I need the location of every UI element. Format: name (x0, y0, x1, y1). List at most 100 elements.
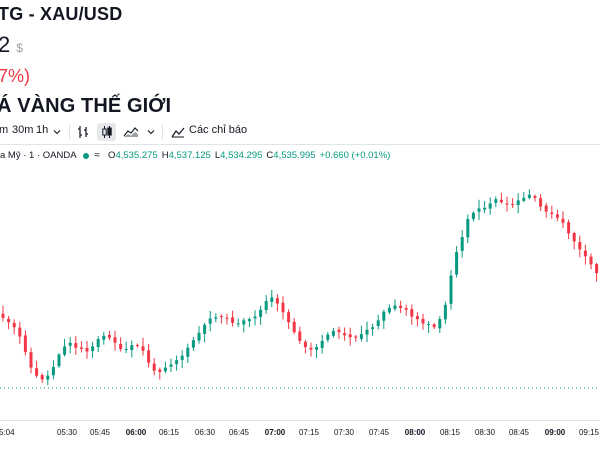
candle (197, 326, 201, 344)
candle (147, 344, 151, 368)
candle (415, 312, 419, 327)
candle (91, 341, 95, 358)
candle (23, 330, 27, 356)
candle (102, 331, 106, 345)
x-axis-tick: 5:04 (0, 428, 15, 437)
candle (359, 325, 363, 342)
candle (287, 309, 291, 329)
candle (376, 314, 380, 330)
x-axis-tick: 05:30 (56, 428, 78, 437)
candle (236, 318, 240, 328)
interval-button-30m[interactable]: 30m (12, 124, 34, 136)
toolbar-divider (69, 124, 70, 140)
candle (298, 326, 302, 345)
candle (343, 327, 347, 341)
candle (555, 209, 559, 222)
x-axis-tick: 08:30 (474, 428, 496, 437)
interval-button-m[interactable]: m (0, 124, 9, 136)
high-key: H (161, 150, 169, 161)
candle (135, 343, 139, 348)
chevron-down-icon[interactable] (146, 123, 156, 141)
candle (382, 309, 386, 330)
candle (572, 231, 576, 250)
candle (544, 202, 548, 218)
candle (583, 244, 587, 265)
candle-style-icon[interactable] (97, 123, 116, 141)
candle (449, 269, 453, 310)
x-axis-tick: 09:15 (578, 428, 600, 437)
candle (169, 358, 173, 373)
candle (427, 320, 431, 334)
candle (432, 323, 436, 330)
candle (488, 197, 492, 215)
candle (29, 347, 33, 374)
page-heading: Á VÀNG THẾ GIỚI (0, 95, 172, 117)
chevron-down-icon[interactable] (52, 123, 62, 141)
candle (96, 336, 100, 352)
candle (124, 341, 128, 354)
bar-style-icon[interactable] (75, 123, 91, 141)
price-row: 2 $ (0, 32, 23, 58)
candle (371, 323, 375, 336)
candle (365, 321, 369, 343)
candle (253, 310, 257, 326)
candle (595, 262, 599, 282)
candle (589, 253, 593, 270)
candle (326, 331, 330, 343)
candle (275, 294, 279, 312)
open-value: 4,535.275 (115, 150, 158, 161)
area-style-icon[interactable] (122, 123, 140, 141)
candle (141, 337, 145, 356)
candle (455, 246, 459, 278)
candle (208, 310, 212, 332)
candle (561, 211, 565, 228)
candle (35, 360, 39, 378)
candle (152, 358, 156, 376)
x-axis-tick: 07:15 (298, 428, 320, 437)
candle (421, 313, 425, 330)
market-status-dot (82, 152, 89, 159)
low-value: 4,534.295 (220, 150, 263, 161)
candle (393, 299, 397, 312)
candle (466, 214, 470, 244)
candle (191, 336, 195, 351)
pair-title: TG - XAU/USD (0, 4, 123, 24)
candle (175, 355, 179, 371)
indicators-icon[interactable] (170, 123, 186, 141)
candle (539, 193, 543, 211)
x-axis-tick: 07:30 (333, 428, 355, 437)
candle (231, 310, 235, 327)
price-change-percent: 7%) (0, 66, 31, 86)
candle (527, 189, 531, 200)
candle (578, 235, 582, 258)
candle (550, 205, 554, 219)
candle (387, 304, 391, 315)
x-axis-tick: 08:15 (439, 428, 461, 437)
x-axis-tick: 07:45 (368, 428, 390, 437)
candlestick-chart[interactable] (0, 160, 600, 420)
candle (12, 319, 16, 335)
candle (499, 192, 503, 204)
candle (51, 360, 55, 380)
candle (1, 305, 5, 322)
price-value: 2 (0, 32, 11, 57)
x-axis-tick: 09:00 (544, 428, 566, 437)
price-unit: $ (16, 41, 23, 55)
x-axis-tick: 08:45 (508, 428, 530, 437)
candle (477, 199, 481, 221)
candle (337, 326, 341, 339)
indicators-button[interactable]: Các chỉ báo (189, 124, 248, 136)
x-axis-tick: 06:30 (194, 428, 216, 437)
candle (163, 361, 167, 374)
candle (516, 193, 520, 214)
x-axis-tick: 08:00 (404, 428, 426, 437)
candle (505, 196, 509, 212)
candle (522, 192, 526, 203)
candle (130, 340, 134, 358)
candle (85, 341, 89, 359)
x-axis-tick: 06:15 (158, 428, 180, 437)
interval-button-1h[interactable]: 1h (36, 124, 49, 136)
candle (443, 301, 447, 325)
wave-icon: ≈ (94, 150, 101, 161)
candle (303, 340, 307, 354)
